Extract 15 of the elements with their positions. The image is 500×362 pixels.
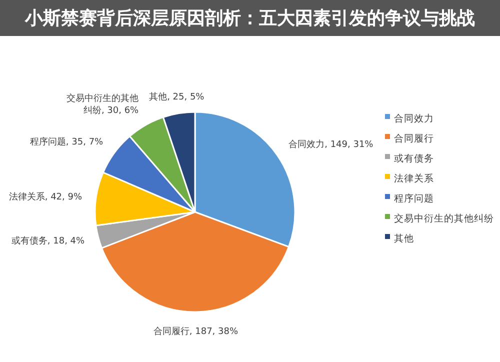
data-label: 法律关系, 42, 9% [8, 192, 82, 203]
data-label: 程序问题, 35, 7% [30, 136, 104, 148]
data-label: 合同效力, 149, 31% [288, 138, 374, 150]
legend-label: 程序问题 [394, 192, 434, 205]
legend-label: 或有债务 [394, 152, 434, 165]
legend-label: 其他 [394, 232, 414, 245]
data-label: 其他, 25, 5% [149, 91, 205, 102]
legend-label: 合同效力 [394, 112, 434, 125]
legend-label: 法律关系 [394, 172, 434, 185]
data-label: 合同履行, 187, 38% [153, 326, 238, 337]
data-label: 或有债务, 18, 4% [11, 235, 86, 246]
legend-label: 合同履行 [394, 132, 434, 145]
legend-label: 交易中衍生的其他纠纷 [394, 212, 494, 225]
data-label: 交易中衍生的其他纠纷, 30, 6% [66, 92, 140, 116]
chart-title: 小斯禁赛背后深层原因剖析：五大因素引发的争议与挑战 [24, 8, 475, 29]
